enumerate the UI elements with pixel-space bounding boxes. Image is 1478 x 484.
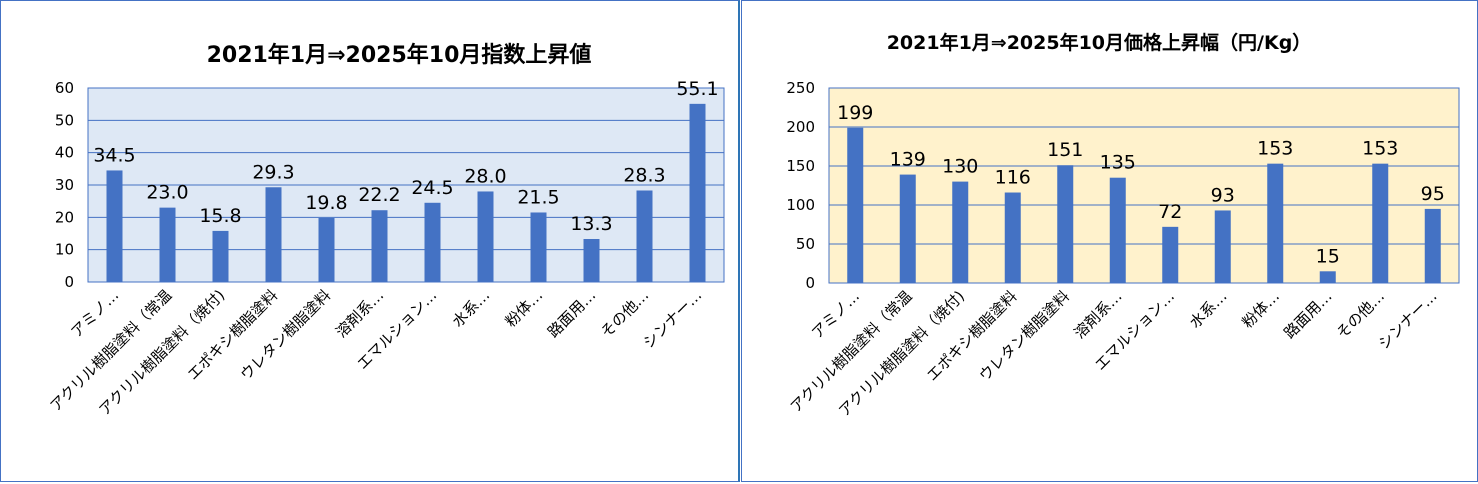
y-tick-label: 20 xyxy=(55,208,74,226)
data-label: 21.5 xyxy=(517,186,559,208)
y-tick-label: 60 xyxy=(55,79,74,97)
category-label: エポキシ樹脂塗料 xyxy=(184,286,282,384)
data-label: 23.0 xyxy=(146,182,188,204)
data-label: 13.3 xyxy=(570,213,612,235)
bar xyxy=(847,127,864,283)
y-tick-label: 40 xyxy=(55,144,74,162)
bar xyxy=(1109,177,1126,283)
price-rise-chart: 2021年1月⇒2025年10月価格上昇幅（円/Kg） 0 50 100 150 200 2… xyxy=(786,31,1460,420)
category-label: 水系… xyxy=(449,286,494,331)
category-label: アミノ… xyxy=(67,286,122,341)
category-label: 路面用… xyxy=(1280,287,1335,342)
index-rise-chart: 2021年1月⇒2025年10月指数上昇値 0 10 20 30 40 50 60 34.5 アミ… xyxy=(46,42,725,419)
bar xyxy=(424,202,441,282)
chart-title: 2021年1月⇒2025年10月指数上昇値 xyxy=(207,42,592,68)
data-label: 130 xyxy=(942,156,978,178)
bar xyxy=(1214,210,1231,283)
bar xyxy=(689,103,706,283)
category-label: エポキシ樹脂塗料 xyxy=(923,287,1021,385)
data-label: 55.1 xyxy=(676,78,718,100)
data-label: 139 xyxy=(890,149,926,171)
bar xyxy=(636,190,653,282)
y-tick-label: 50 xyxy=(796,235,815,253)
bar xyxy=(899,174,916,283)
plot-area xyxy=(828,87,1460,284)
bar xyxy=(530,212,547,282)
data-label: 135 xyxy=(1100,152,1136,174)
bar xyxy=(1162,226,1179,283)
data-label: 153 xyxy=(1257,138,1293,160)
category-label: その他… xyxy=(597,286,652,341)
bar xyxy=(159,207,176,282)
category-label: 路面用… xyxy=(544,286,599,341)
bar xyxy=(106,170,123,282)
data-label: 116 xyxy=(995,167,1031,189)
y-tick-label: 0 xyxy=(64,273,74,291)
bar xyxy=(952,181,969,283)
data-label: 22.2 xyxy=(358,184,400,206)
bar xyxy=(318,217,335,282)
data-label: 151 xyxy=(1047,139,1083,161)
data-label: 153 xyxy=(1362,138,1398,160)
bar xyxy=(1319,271,1336,283)
bar xyxy=(477,191,494,282)
data-label: 24.5 xyxy=(411,177,453,199)
bar xyxy=(1004,192,1021,283)
data-label: 72 xyxy=(1158,201,1182,223)
data-label: 93 xyxy=(1211,184,1235,206)
y-tick-label: 30 xyxy=(55,176,74,194)
price-chart-panel: 2021年1月⇒2025年10月価格上昇幅（円/Kg） 0 50 100 150 200 2… xyxy=(741,0,1478,482)
data-label: 199 xyxy=(837,102,873,124)
y-tick-label: 10 xyxy=(55,241,74,259)
data-label: 15 xyxy=(1316,245,1340,267)
category-label: 水系… xyxy=(1186,287,1231,332)
data-label: 34.5 xyxy=(93,144,135,166)
y-tick-label: 250 xyxy=(786,79,815,97)
bar xyxy=(265,187,282,282)
y-tick-label: 0 xyxy=(805,274,815,292)
category-label: 溶剤系… xyxy=(332,286,387,341)
data-label: 28.3 xyxy=(623,164,665,186)
category-label: ウレタン樹脂塗料 xyxy=(237,286,335,384)
data-label: 95 xyxy=(1421,183,1445,205)
data-label: 29.3 xyxy=(252,161,294,183)
chart-title: 2021年1月⇒2025年10月価格上昇幅（円/Kg） xyxy=(887,31,1312,54)
bar xyxy=(1057,165,1074,283)
bar xyxy=(1267,163,1284,283)
data-label: 15.8 xyxy=(199,205,241,227)
y-tick-label: 150 xyxy=(786,157,815,175)
y-tick-label: 200 xyxy=(786,118,815,136)
bar xyxy=(1372,163,1389,283)
index-chart-panel: 2021年1月⇒2025年10月指数上昇値 0 10 20 30 40 50 60 34.5 アミ… xyxy=(0,0,740,482)
bar xyxy=(212,230,229,282)
category-label: ウレタン樹脂塗料 xyxy=(975,287,1073,385)
category-label: 粉体… xyxy=(1239,287,1284,332)
bar xyxy=(583,238,600,282)
data-label: 28.0 xyxy=(464,165,506,187)
bar xyxy=(1424,208,1441,283)
y-tick-label: 100 xyxy=(786,196,815,214)
bar xyxy=(371,210,388,282)
data-label: 19.8 xyxy=(305,192,347,214)
category-label: 粉体… xyxy=(502,286,547,331)
y-tick-label: 50 xyxy=(55,111,74,129)
